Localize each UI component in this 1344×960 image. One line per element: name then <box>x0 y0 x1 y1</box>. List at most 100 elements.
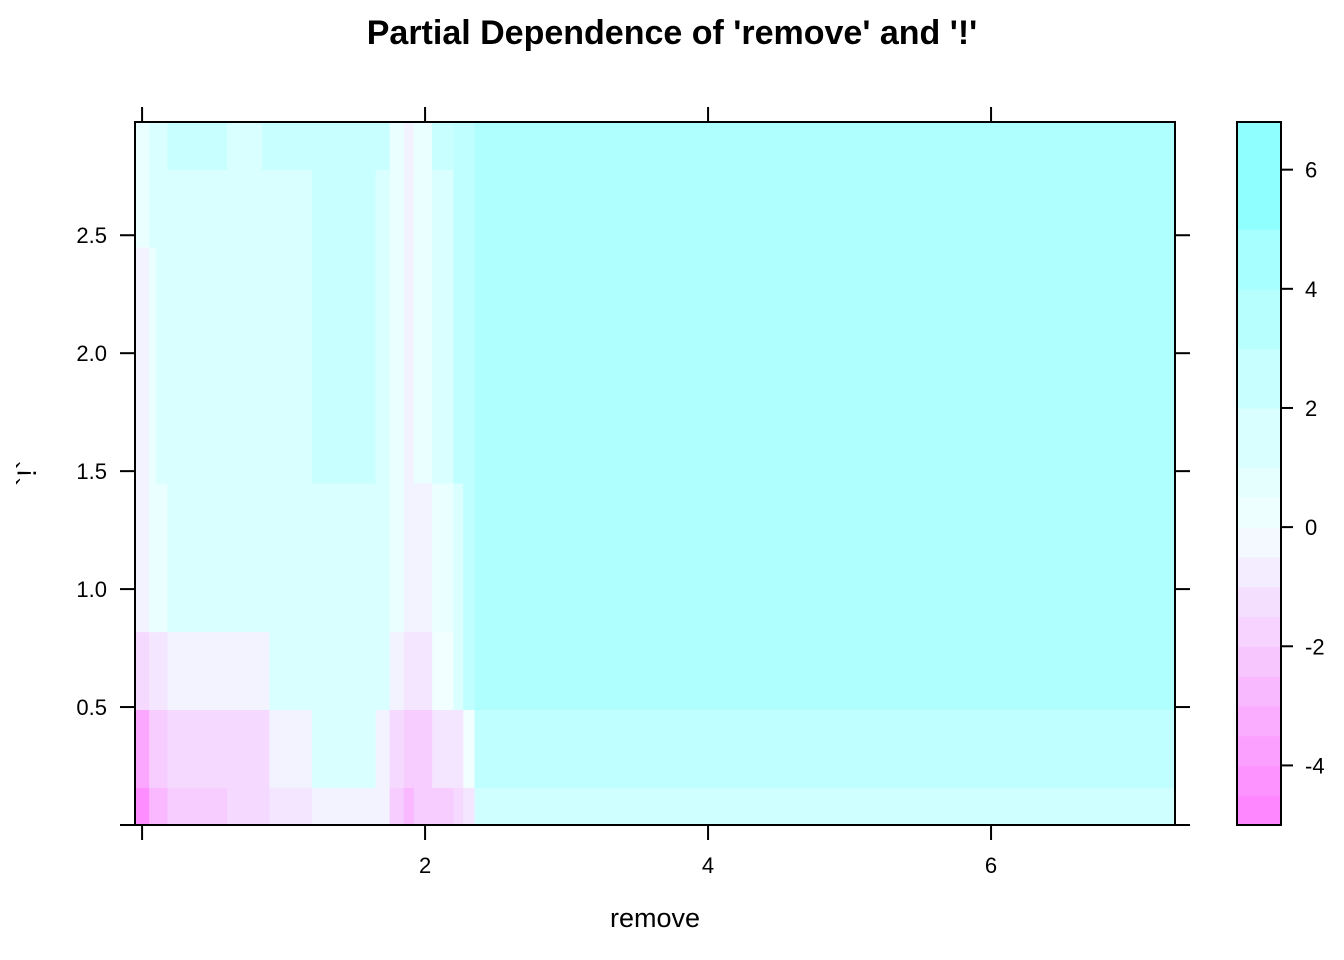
color-key-band <box>1237 676 1281 707</box>
heatmap-cell <box>463 122 476 170</box>
heatmap-cell <box>389 122 405 170</box>
heatmap-cell <box>226 169 263 248</box>
color-key <box>1237 122 1281 826</box>
heatmap-cell <box>167 169 179 248</box>
heatmap-cell <box>474 709 1176 788</box>
heatmap-cell <box>389 482 405 633</box>
color-key-band <box>1237 229 1281 290</box>
heatmap-cell <box>135 482 150 633</box>
heatmap-cell <box>156 169 169 248</box>
color-key-band <box>1237 122 1281 230</box>
y-tick-label: 2.5 <box>76 223 107 248</box>
heatmap-cell <box>149 709 157 788</box>
heatmap-cell <box>432 482 454 633</box>
heatmap-cell <box>413 631 433 711</box>
heatmap-cell <box>269 122 313 170</box>
heatmap-cell <box>311 169 377 248</box>
heatmap-cell <box>403 482 415 633</box>
heatmap-cells <box>135 122 1176 826</box>
heatmap-cell <box>135 709 150 788</box>
heatmap-cell <box>403 709 415 788</box>
heatmap-cell <box>262 631 271 711</box>
heatmap-cell <box>463 247 476 484</box>
heatmap-cell <box>474 247 1176 484</box>
heatmap-cell <box>389 169 405 248</box>
heatmap-cell <box>156 631 169 711</box>
heatmap-cell <box>432 122 454 170</box>
heatmap-cell <box>311 709 377 788</box>
color-key-ticks: -4 -2 0 2 4 6 <box>1281 158 1325 778</box>
heatmap-cell <box>403 122 415 170</box>
heatmap-cell <box>156 482 169 633</box>
heatmap-cell <box>177 787 228 826</box>
heatmap-cell <box>177 631 228 711</box>
heatmap-cell <box>149 631 157 711</box>
color-key-band <box>1237 735 1281 767</box>
heatmap-cell <box>311 122 377 170</box>
heatmap-cell <box>135 631 150 711</box>
color-key-tick-label: 6 <box>1305 158 1317 183</box>
heatmap-cell <box>177 709 228 788</box>
heatmap-cell <box>262 787 271 826</box>
y-tick-label: 1.0 <box>76 577 107 602</box>
heatmap-cell <box>311 631 377 711</box>
y-tick-label: 2.0 <box>76 341 107 366</box>
heatmap-cell <box>167 709 179 788</box>
heatmap-cell <box>262 122 271 170</box>
heatmap-cell <box>167 631 179 711</box>
color-key-tick-label: 0 <box>1305 515 1317 540</box>
heatmap-cell <box>413 169 433 248</box>
heatmap-cell <box>177 122 228 170</box>
heatmap-cell <box>135 122 150 170</box>
heatmap-cell <box>375 247 391 484</box>
heatmap-cell <box>413 247 433 484</box>
heatmap-cell <box>167 787 179 826</box>
heatmap-cell <box>167 482 179 633</box>
color-key-band <box>1237 646 1281 677</box>
color-key-band <box>1237 467 1281 498</box>
color-key-band <box>1237 288 1281 349</box>
color-key-band <box>1237 348 1281 409</box>
heatmap-cell <box>403 169 415 248</box>
heatmap-cell <box>156 247 169 484</box>
heatmap-cell <box>403 247 415 484</box>
heatmap-cell <box>262 709 271 788</box>
heatmap-cell <box>432 169 454 248</box>
heatmap-cell <box>474 482 1176 633</box>
heatmap-cell <box>226 631 263 711</box>
color-key-band <box>1237 556 1281 588</box>
heatmap-cell <box>135 169 150 248</box>
heatmap-cell <box>375 709 391 788</box>
heatmap-cell <box>453 247 464 484</box>
heatmap-cell <box>375 482 391 633</box>
heatmap-cell <box>269 482 313 633</box>
heatmap-cell <box>403 787 415 826</box>
heatmap-cell <box>474 787 1176 826</box>
heatmap-cell <box>474 631 1176 711</box>
heatmap-cell <box>269 631 313 711</box>
x-tick-label: 6 <box>985 853 997 878</box>
heatmap-cell <box>453 631 464 711</box>
heatmap-cell <box>167 247 179 484</box>
y-axis: 0.5 1.0 1.5 2.0 2.5 <box>76 223 1190 826</box>
x-tick-label: 4 <box>702 853 714 878</box>
y-axis-title: `!` <box>12 460 42 485</box>
heatmap-cell <box>156 787 169 826</box>
heatmap-cell <box>177 247 228 484</box>
color-key-band <box>1237 705 1281 737</box>
heatmap-cell <box>413 709 433 788</box>
color-key-tick-label: 2 <box>1305 396 1317 421</box>
heatmap-cell <box>269 709 313 788</box>
heatmap-cell <box>135 787 150 826</box>
heatmap-cell <box>269 247 313 484</box>
heatmap-cell <box>226 709 263 788</box>
heatmap-cell <box>375 122 391 170</box>
heatmap-cell <box>463 631 476 711</box>
heatmap-cell <box>375 631 391 711</box>
heatmap-cell <box>453 787 464 826</box>
heatmap-cell <box>262 169 271 248</box>
color-key-band <box>1237 407 1281 469</box>
chart-title: Partial Dependence of 'remove' and '!' <box>367 14 978 52</box>
color-key-tick-label: -4 <box>1305 753 1325 778</box>
heatmap-cell <box>262 482 271 633</box>
